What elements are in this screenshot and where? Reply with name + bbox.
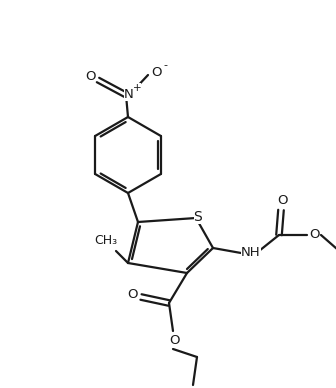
Text: NH: NH	[241, 246, 261, 260]
Text: S: S	[194, 210, 202, 224]
Text: O: O	[151, 66, 161, 78]
Text: -: -	[163, 60, 167, 70]
Text: N: N	[124, 88, 134, 100]
Text: O: O	[85, 69, 95, 83]
Text: CH₃: CH₃	[94, 234, 118, 248]
Text: O: O	[277, 194, 287, 206]
Text: +: +	[133, 83, 141, 93]
Text: O: O	[127, 288, 137, 300]
Text: O: O	[169, 334, 179, 348]
Text: O: O	[310, 229, 320, 241]
